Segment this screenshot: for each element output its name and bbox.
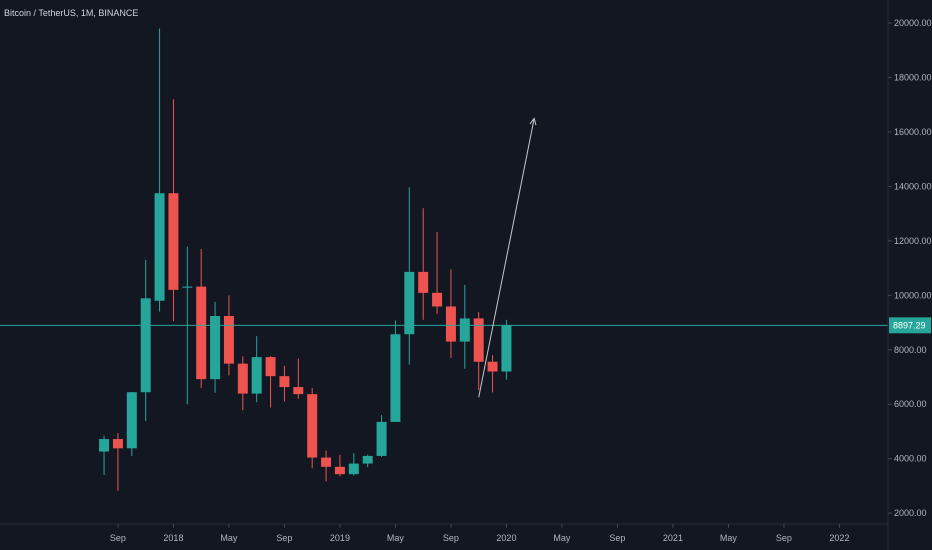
candle-body xyxy=(196,286,207,380)
trend-arrow[interactable] xyxy=(478,117,537,398)
candle[interactable] xyxy=(237,356,248,411)
candle-body xyxy=(487,361,498,372)
candle[interactable] xyxy=(293,358,304,399)
candle-body xyxy=(459,318,470,342)
candle[interactable] xyxy=(251,336,262,403)
chart-title: Bitcoin / TetherUS, 1M, BINANCE xyxy=(4,8,139,18)
candle[interactable] xyxy=(348,453,359,476)
candle[interactable] xyxy=(321,450,332,482)
candle-body xyxy=(501,325,512,372)
price-tick-label: 18000.00 xyxy=(894,73,932,83)
candle-body xyxy=(182,286,193,288)
time-tick-label: 2019 xyxy=(330,533,350,543)
candle-body xyxy=(223,316,234,364)
candle-body xyxy=(404,271,415,335)
candle-body xyxy=(334,466,345,475)
candle-body xyxy=(237,363,248,394)
candle[interactable] xyxy=(390,320,401,422)
price-tick-label: 14000.00 xyxy=(894,181,932,191)
candle-body xyxy=(321,457,332,467)
time-tick-label: Sep xyxy=(776,533,792,543)
price-tick-label: 12000.00 xyxy=(894,236,932,246)
candle[interactable] xyxy=(362,454,373,468)
candle[interactable] xyxy=(459,284,470,369)
price-tick-label: 16000.00 xyxy=(894,127,932,137)
time-tick-label: Sep xyxy=(443,533,459,543)
time-axis[interactable]: Sep 2018 May Sep 2019 May Sep 2020 May Sep 2021 May… xyxy=(0,523,888,543)
time-tick-label: Sep xyxy=(110,533,126,543)
candle[interactable] xyxy=(487,355,498,393)
price-tick-label: 8000.00 xyxy=(894,345,927,355)
candle[interactable] xyxy=(501,319,512,380)
candle-body xyxy=(445,306,456,342)
price-tick-label: 6000.00 xyxy=(894,399,927,409)
candle-body xyxy=(390,334,401,422)
candle-body xyxy=(251,357,262,394)
candle[interactable] xyxy=(418,208,429,320)
candle[interactable] xyxy=(210,301,221,393)
trend-arrow-head xyxy=(529,117,537,126)
trend-arrow-line xyxy=(478,118,535,398)
candle-body xyxy=(307,394,318,458)
overlay-group xyxy=(0,117,888,398)
candle-body xyxy=(112,439,123,449)
time-tick-label: 2021 xyxy=(663,533,683,543)
candle-body xyxy=(362,455,373,464)
price-axis[interactable]: 2000.00 4000.00 6000.00 8000.00 10000.00 1200… xyxy=(887,0,932,550)
current-price-label: 8897.29 xyxy=(893,320,926,330)
candle[interactable] xyxy=(279,365,290,402)
candle[interactable] xyxy=(126,391,137,456)
candle[interactable] xyxy=(334,454,345,477)
candle[interactable] xyxy=(307,387,318,469)
candle-body xyxy=(126,392,137,449)
candle[interactable] xyxy=(168,99,179,322)
candle-body xyxy=(376,421,387,456)
candle-body xyxy=(348,463,359,475)
time-tick-label: May xyxy=(387,533,405,543)
candle-body xyxy=(432,292,443,307)
candle[interactable] xyxy=(432,231,443,314)
candle-body xyxy=(168,193,179,290)
candle[interactable] xyxy=(112,433,123,491)
candle-body xyxy=(154,193,165,301)
price-tick-label: 2000.00 xyxy=(894,508,927,518)
current-price-badge-bg xyxy=(889,317,931,334)
time-tick-label: Sep xyxy=(276,533,292,543)
candle-body xyxy=(418,271,429,293)
time-tick-label: May xyxy=(720,533,738,543)
candle[interactable] xyxy=(404,187,415,365)
current-price-badge: 8897.29 xyxy=(889,317,931,334)
candle[interactable] xyxy=(99,435,110,475)
price-tick-label: 20000.00 xyxy=(894,18,932,28)
time-tick-label: May xyxy=(553,533,571,543)
time-tick-label: May xyxy=(220,533,238,543)
candle-body xyxy=(293,387,304,395)
time-tick-label: 2018 xyxy=(163,533,183,543)
candle[interactable] xyxy=(376,415,387,458)
candle-body xyxy=(473,318,484,362)
candle-body xyxy=(99,439,110,452)
time-tick-label: Sep xyxy=(609,533,625,543)
candle-body xyxy=(279,376,290,388)
candle[interactable] xyxy=(223,295,234,376)
candle[interactable] xyxy=(154,28,165,312)
candle[interactable] xyxy=(196,249,207,388)
time-tick-label: 2020 xyxy=(496,533,516,543)
candle[interactable] xyxy=(445,269,456,358)
candle[interactable] xyxy=(140,259,151,422)
candle-body xyxy=(140,298,151,393)
price-tick-label: 4000.00 xyxy=(894,454,927,464)
price-tick-label: 10000.00 xyxy=(894,290,932,300)
candle-body xyxy=(265,357,276,377)
candle-body xyxy=(210,316,221,380)
time-tick-label: 2022 xyxy=(829,533,849,543)
candles-group xyxy=(99,28,512,491)
candle[interactable] xyxy=(265,356,276,408)
